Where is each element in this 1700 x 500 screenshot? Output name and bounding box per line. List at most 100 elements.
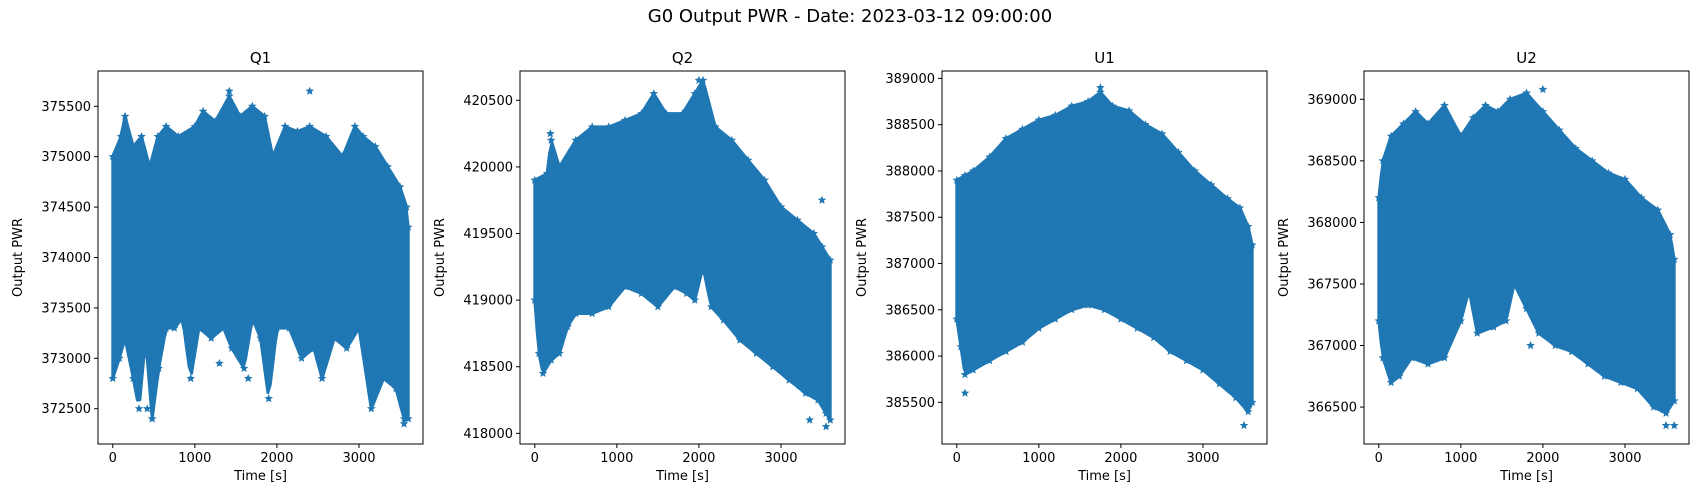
data-point [698,262,708,271]
data-point [1067,305,1076,314]
data-point [161,323,171,332]
data-point [198,106,208,115]
data-point [227,343,237,352]
data-point [108,152,118,161]
data-point [194,323,204,332]
data-point [760,175,769,184]
data-point [338,152,347,161]
data-point [793,215,802,224]
x-tick-label: 2000 [1104,451,1137,466]
data-point [116,132,126,141]
x-axis-label: Time [s] [233,469,287,484]
data-point [134,404,144,413]
data-point [587,122,597,131]
data-point-outlier [821,422,831,431]
data-point [801,388,810,397]
y-tick-label: 373500 [41,301,91,316]
data-point [1378,353,1388,362]
data-point [571,135,581,144]
data-point [371,142,380,151]
data-point [1198,365,1208,374]
data-point [1247,397,1257,406]
data-point [309,343,319,352]
data-point [1051,314,1060,323]
data-point [350,121,360,131]
data-point [956,342,966,351]
data-point [546,355,556,364]
data-point [637,289,646,298]
data-point [1604,168,1613,177]
data-point [706,302,716,311]
x-tick-label: 3000 [1608,451,1641,466]
x-tick-label: 1000 [600,451,633,466]
data-point [1395,371,1404,380]
data-point [153,132,163,141]
data-point [1215,379,1224,388]
data-point [534,348,544,358]
data-point [1141,120,1150,129]
data-point-outlier [694,75,704,84]
y-tick-label: 418000 [463,427,513,442]
subplot-title: Q1 [250,49,271,67]
data-point [1489,322,1498,331]
data-point [1001,134,1011,143]
data-point [727,135,736,144]
data-point [1378,156,1388,165]
y-tick-label: 387000 [885,257,935,272]
data-point [403,222,413,231]
data-point [985,152,994,161]
y-axis-label: Output PWR [1277,218,1292,297]
data-point [108,374,118,383]
data-point [264,394,273,403]
data-point [1083,300,1093,309]
subplot-q2: 0 1000 2000 3000 418000 418500 419000 419500 420… [433,49,846,484]
data-point-outlier [1661,421,1671,430]
subplot-title: Q2 [672,49,693,67]
data-point-outlier [1538,85,1548,94]
data-point [968,365,978,374]
data-point [542,169,552,178]
data-point-outlier [805,415,814,424]
data-point [698,75,708,84]
plot-frame [519,70,846,445]
data-point-outlier [215,358,224,367]
data-point [174,132,183,141]
data-point [670,282,679,291]
y-tick-label: 388500 [885,118,935,133]
data-point [1235,203,1245,212]
y-tick-label: 369000 [1307,93,1357,108]
x-tick-label: 1000 [1022,451,1055,466]
data-point [604,122,613,131]
data-point [293,127,302,136]
data-point [555,162,564,171]
x-tick-label: 0 [531,451,539,466]
y-tick-label: 388000 [885,164,935,179]
data-point [1165,346,1175,356]
data-point [620,282,630,291]
data-point-outlier [546,129,555,138]
data-point [1243,222,1253,231]
y-axis-label: Output PWR [855,218,870,297]
y-tick-label: 389000 [885,72,935,87]
data-point [129,374,138,383]
y-axis-label: Output PWR [11,218,26,297]
y-tick-label: 375000 [41,150,91,165]
data-point [690,89,700,98]
y-tick-label: 367500 [1307,277,1357,292]
data-point [1001,346,1011,356]
data-point [280,121,290,131]
y-tick-label: 387500 [885,211,935,226]
x-tick-label: 1000 [178,451,211,466]
y-tick-label: 368000 [1307,216,1357,231]
data-point [768,362,778,371]
data-point [952,314,962,323]
data-point [1456,131,1466,140]
data-point [546,135,556,144]
figure-title: G0 Output PWR - Date: 2023-03-12 09:00:0… [647,6,1053,27]
data-point [1157,129,1167,138]
data-point [120,333,130,342]
scatter-band [108,86,413,428]
data-point [784,375,794,384]
data-point [530,295,540,304]
